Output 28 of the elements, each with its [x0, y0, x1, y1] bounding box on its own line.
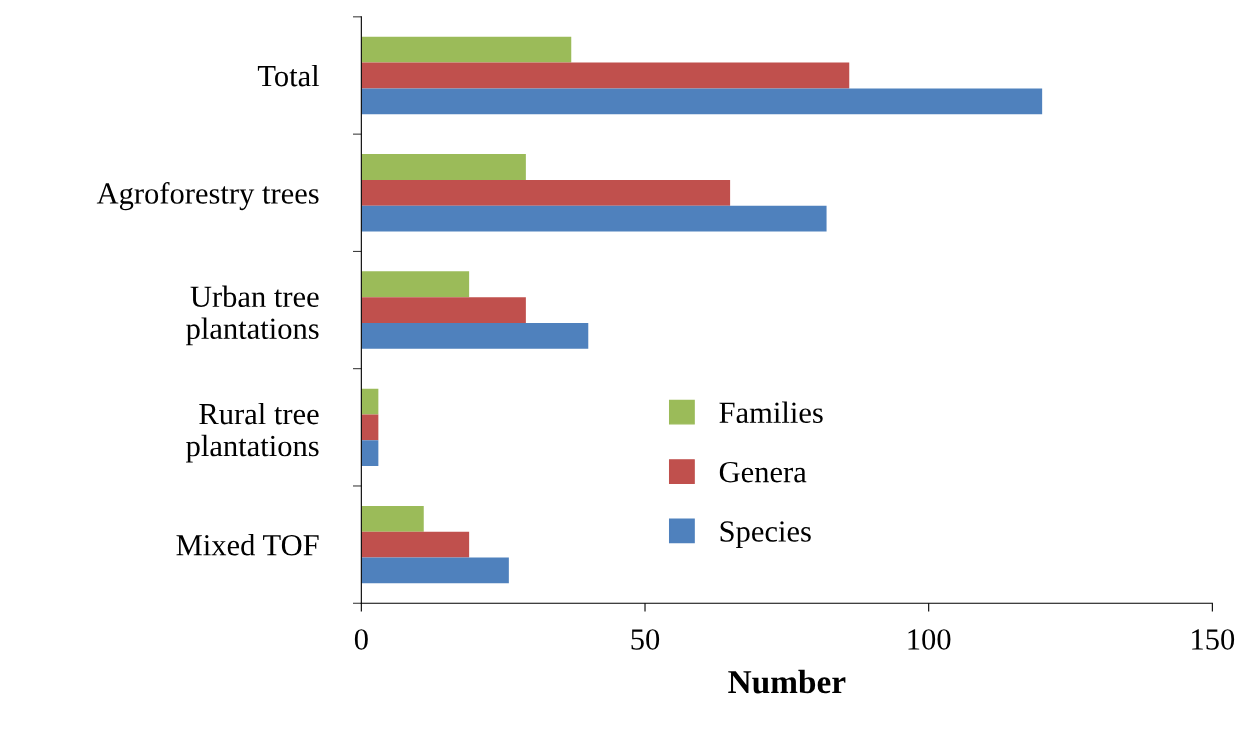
legend-label: Genera: [719, 461, 807, 483]
bar: [361, 271, 470, 298]
bar: [361, 531, 470, 558]
y-tick-label: Urban tree plantations: [186, 285, 319, 346]
bar: [361, 88, 1043, 115]
x-axis-title: Number: [728, 669, 846, 694]
bar: [361, 179, 731, 206]
bar: [361, 440, 379, 467]
legend-label: Species: [720, 521, 811, 549]
x-tick-label: 150: [1192, 629, 1235, 650]
x-tick-label: 50: [631, 629, 660, 650]
bar: [361, 322, 589, 349]
bar: [361, 557, 509, 584]
y-tick-label: Mixed TOF: [176, 534, 319, 556]
bar: [361, 62, 850, 89]
bar: [361, 297, 526, 323]
bar: [361, 205, 827, 232]
x-tick-label: 100: [908, 629, 951, 650]
x-tick-label: 0: [354, 629, 368, 650]
y-tick-label: Rural tree plantations: [186, 402, 319, 463]
bar: [361, 505, 424, 532]
bar: [361, 388, 379, 415]
y-tick-label: Total: [257, 64, 320, 87]
bar: [361, 154, 526, 180]
bar: [361, 36, 572, 63]
bar: [361, 414, 379, 441]
legend-label: Families: [719, 401, 823, 424]
y-tick-label: Agroforestry trees: [96, 182, 319, 211]
